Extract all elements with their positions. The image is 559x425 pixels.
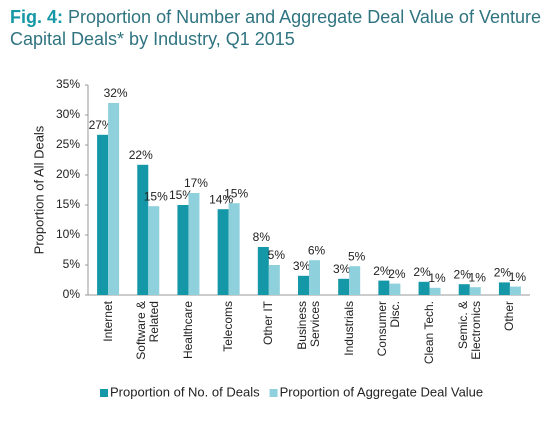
bar — [469, 287, 481, 295]
data-label: 5% — [348, 249, 366, 263]
bar — [349, 266, 361, 295]
data-label: 3% — [293, 259, 311, 273]
data-label: 2% — [373, 264, 391, 278]
data-label: 3% — [333, 262, 351, 276]
data-label: 2% — [388, 267, 406, 281]
chart-title: Fig. 4: Proportion of Number and Aggrega… — [10, 6, 550, 50]
data-label: 2% — [494, 266, 512, 280]
data-label: 8% — [253, 230, 271, 244]
x-tick-label: Telecoms — [221, 301, 236, 352]
bar — [217, 209, 229, 295]
x-tick-label: Other IT — [261, 301, 276, 346]
legend-swatch — [100, 389, 108, 397]
y-tick-label: 10% — [56, 227, 80, 241]
legend-label: Proportion of Aggregate Deal Value — [280, 384, 484, 399]
x-tick-label: Business Services — [295, 301, 322, 350]
data-label: 15% — [169, 188, 193, 202]
y-tick-label: 30% — [56, 107, 80, 121]
bar — [309, 260, 320, 295]
data-label: 5% — [268, 248, 286, 262]
x-tick-label: Industrials — [341, 301, 356, 356]
bar — [177, 205, 189, 295]
bar — [389, 283, 401, 295]
x-tick-label: Healthcare — [180, 301, 195, 360]
bar — [378, 280, 390, 295]
x-tick-label: Semic. & Electronics — [455, 301, 483, 360]
data-label: 17% — [184, 176, 208, 190]
legend-swatch — [269, 389, 278, 397]
bar — [418, 281, 430, 295]
bar — [458, 284, 470, 295]
legend-label: Proportion of No. of Deals — [110, 384, 260, 399]
data-label: 2% — [454, 267, 472, 281]
data-label: 2% — [413, 265, 431, 279]
bar — [97, 134, 109, 295]
x-tick-label: Consumer Disc. — [375, 301, 403, 357]
data-label: 14% — [209, 192, 233, 206]
y-tick-label: 35% — [56, 77, 80, 91]
data-label: 15% — [224, 186, 248, 200]
bar — [338, 278, 350, 295]
bar — [429, 287, 441, 295]
bar — [498, 282, 510, 295]
data-label: 1% — [469, 270, 487, 284]
bar — [137, 164, 149, 295]
data-label: 15% — [144, 189, 168, 203]
y-tick-label: 5% — [63, 257, 81, 271]
y-tick-label: 15% — [56, 197, 80, 211]
y-tick-label: 0% — [63, 287, 81, 301]
y-tick-label: 25% — [56, 137, 80, 151]
bar — [228, 203, 240, 295]
data-label: 27% — [89, 118, 113, 132]
bar — [108, 103, 120, 295]
data-label: 22% — [129, 148, 153, 162]
bar — [188, 193, 200, 295]
bar — [268, 265, 280, 295]
y-tick-label: 20% — [56, 167, 80, 181]
y-axis-label: Proportion of All Deals — [31, 125, 46, 254]
title-prefix: Fig. 4: — [10, 7, 63, 27]
data-label: 32% — [104, 86, 128, 100]
data-label: 1% — [509, 270, 527, 284]
bar — [257, 247, 269, 295]
title-text: Proportion of Number and Aggregate Deal … — [10, 7, 541, 49]
x-tick-label: Internet — [100, 301, 115, 342]
bar — [509, 286, 521, 295]
x-tick-label: Clean Tech. — [422, 301, 437, 365]
bar — [148, 206, 160, 295]
data-label: 1% — [428, 271, 446, 285]
x-tick-label: Other — [502, 301, 517, 332]
x-tick-label: Software & Related — [134, 301, 162, 360]
data-label: 6% — [308, 243, 326, 257]
bar — [298, 275, 309, 295]
